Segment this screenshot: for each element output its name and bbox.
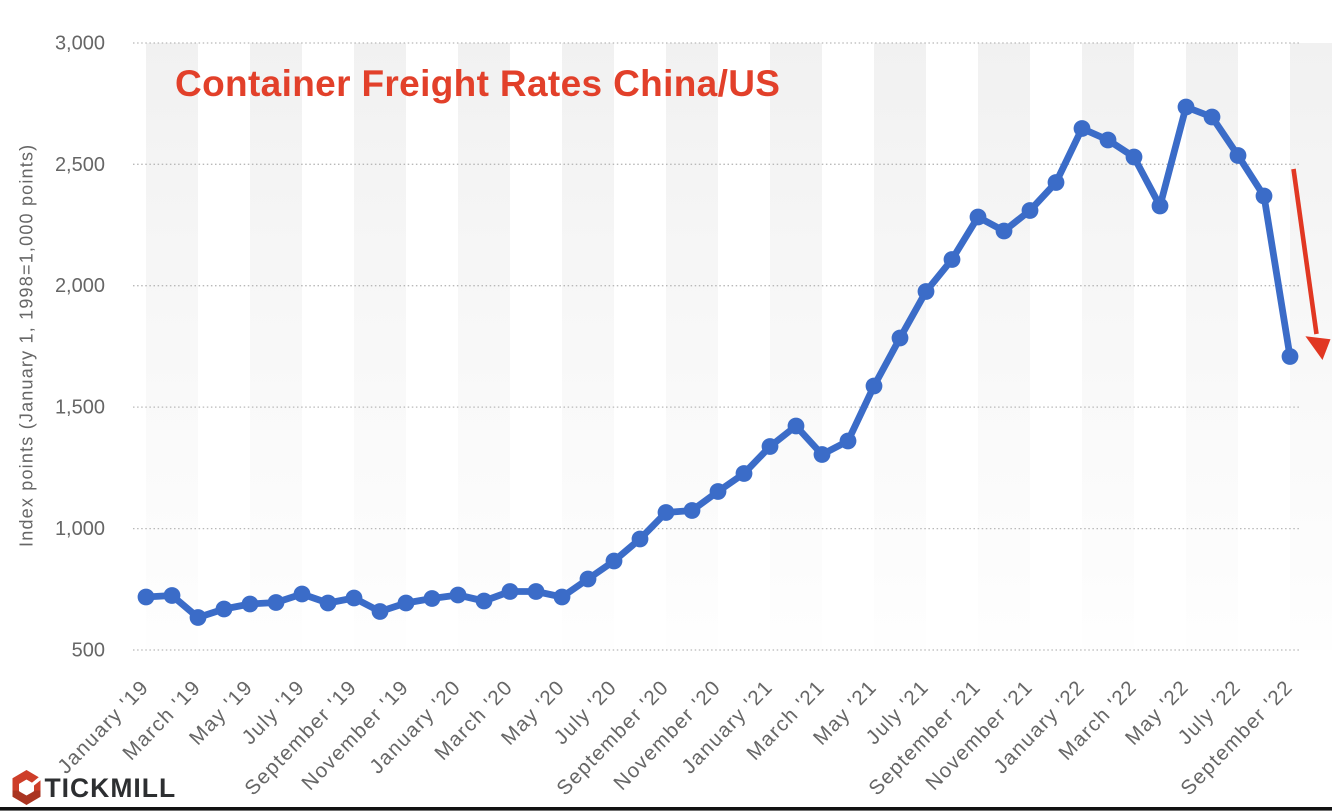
svg-text:1,000: 1,000 <box>55 518 105 540</box>
svg-text:500: 500 <box>72 640 105 662</box>
svg-text:1,500: 1,500 <box>55 397 105 419</box>
svg-text:Index points (January 1, 1998=: Index points (January 1, 1998=1,000 poin… <box>17 144 37 547</box>
svg-text:Container Freight Rates China/: Container Freight Rates China/US <box>175 63 780 104</box>
svg-text:TICKMILL: TICKMILL <box>45 773 177 803</box>
svg-text:2,500: 2,500 <box>55 154 105 176</box>
svg-text:2,000: 2,000 <box>55 275 105 297</box>
svg-text:3,000: 3,000 <box>55 33 105 55</box>
